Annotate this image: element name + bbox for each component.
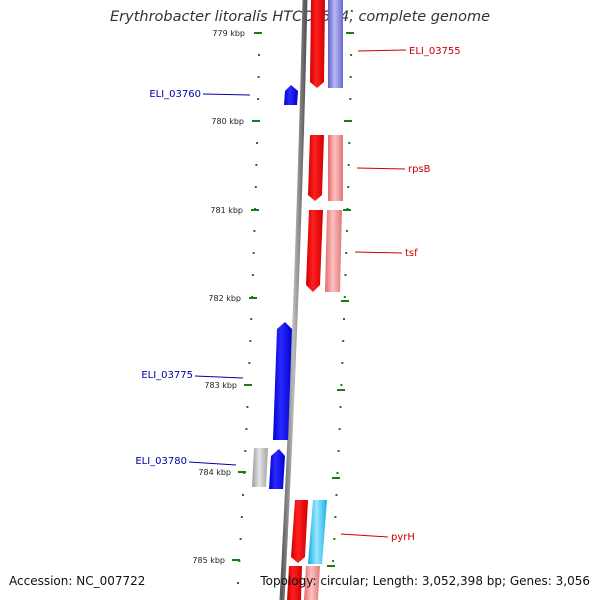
guide-dot bbox=[252, 252, 255, 254]
tick-marks bbox=[232, 32, 354, 567]
guide-dot bbox=[347, 186, 350, 188]
connector-eli-03760 bbox=[202, 93, 251, 96]
gene-rpsb[interactable] bbox=[308, 135, 324, 201]
guide-dot bbox=[237, 582, 239, 584]
gene-eli-03755[interactable] bbox=[310, 0, 325, 88]
guide-dot bbox=[336, 472, 339, 474]
label-connectors bbox=[188, 49, 407, 538]
guide-dot bbox=[350, 10, 353, 12]
tick-label: 780 kbp bbox=[211, 117, 244, 126]
guide-dot bbox=[240, 516, 243, 518]
outer-dotted-guide bbox=[330, 10, 353, 584]
guide-dot bbox=[339, 406, 342, 408]
guide-dot bbox=[349, 76, 352, 78]
guide-dot bbox=[258, 10, 261, 12]
tick-labels: 779 kbp 780 kbp 781 kbp 782 kbp 783 kbp … bbox=[192, 29, 245, 565]
gene-tsf[interactable] bbox=[306, 210, 323, 292]
gene-bottom-track[interactable] bbox=[304, 566, 320, 600]
guide-dot bbox=[253, 230, 256, 232]
guide-dot bbox=[332, 560, 335, 562]
gene-pyrh[interactable] bbox=[291, 500, 308, 563]
gene-eli-03775[interactable] bbox=[273, 322, 292, 440]
gene-pyrh-track[interactable] bbox=[308, 500, 327, 564]
guide-dot bbox=[255, 164, 258, 166]
gene-label-eli-03780[interactable]: ELI_03780 bbox=[135, 456, 187, 467]
map-title: Erythrobacter litoralis HTCC2594, comple… bbox=[109, 9, 491, 25]
guide-dot bbox=[335, 494, 338, 496]
connector-rpsb bbox=[356, 167, 406, 170]
tick-label: 782 kbp bbox=[208, 294, 241, 303]
guide-dot bbox=[343, 296, 346, 298]
guide-dot bbox=[333, 538, 336, 540]
tick-label: 784 kbp bbox=[198, 468, 231, 477]
gene-label-eli-03755[interactable]: ELI_03755 bbox=[409, 46, 461, 57]
guide-dot bbox=[249, 340, 252, 342]
gene-labels: ELI_03755 ELI_03760 rpsB tsf ELI_03775 E… bbox=[135, 46, 460, 543]
guide-dot bbox=[330, 582, 333, 584]
guide-dot bbox=[340, 384, 343, 386]
genome-backbone bbox=[279, 0, 308, 600]
guide-dot bbox=[342, 340, 345, 342]
gene-label-eli-03775[interactable]: ELI_03775 bbox=[141, 370, 193, 381]
gene-features bbox=[252, 0, 343, 600]
guide-dot bbox=[250, 318, 253, 320]
tick-label: 785 kbp bbox=[192, 556, 225, 565]
tick-label: 781 kbp bbox=[210, 206, 243, 215]
guide-dot bbox=[256, 142, 258, 144]
connector-pyrh bbox=[340, 533, 389, 538]
gene-eli-03780-pseudo[interactable] bbox=[252, 448, 268, 487]
guide-dot bbox=[345, 230, 348, 232]
guide-dot bbox=[244, 450, 247, 452]
gene-label-pyrh[interactable]: pyrH bbox=[391, 532, 415, 543]
guide-dot bbox=[254, 186, 257, 188]
connector-eli-03755 bbox=[357, 49, 407, 52]
gene-eli-03760[interactable] bbox=[284, 85, 298, 105]
guide-dot bbox=[239, 538, 242, 540]
guide-dot bbox=[334, 516, 337, 518]
guide-dot bbox=[349, 98, 352, 100]
gene-label-eli-03760[interactable]: ELI_03760 bbox=[149, 89, 201, 100]
guide-dot bbox=[347, 164, 350, 166]
gene-eli-03755-track[interactable] bbox=[328, 0, 343, 88]
topology-text: Topology: circular; Length: 3,052,398 bp… bbox=[260, 574, 590, 588]
guide-dot bbox=[344, 274, 347, 276]
guide-dot bbox=[348, 142, 351, 144]
guide-dot bbox=[341, 362, 344, 364]
guide-dot bbox=[338, 428, 341, 430]
guide-dot bbox=[350, 54, 353, 56]
connector-tsf bbox=[354, 251, 403, 254]
guide-dot bbox=[258, 54, 260, 56]
connector-eli-03780 bbox=[188, 461, 237, 466]
guide-dot bbox=[257, 98, 260, 100]
tick-label: 783 kbp bbox=[204, 381, 237, 390]
gene-eli-03780[interactable] bbox=[269, 449, 285, 489]
gene-label-tsf[interactable]: tsf bbox=[405, 248, 418, 259]
gene-label-rpsb[interactable]: rpsB bbox=[408, 164, 431, 175]
guide-dot bbox=[345, 252, 348, 254]
gene-rpsb-track[interactable] bbox=[328, 135, 343, 201]
accession-text: Accession: NC_007722 bbox=[9, 574, 146, 588]
connector-eli-03775 bbox=[194, 375, 244, 379]
guide-dot bbox=[251, 274, 254, 276]
guide-dot bbox=[337, 450, 340, 452]
guide-dot bbox=[245, 428, 248, 430]
guide-dot bbox=[246, 406, 249, 408]
guide-dot bbox=[242, 494, 244, 496]
guide-dot bbox=[343, 318, 345, 320]
guide-dot bbox=[257, 76, 260, 78]
gene-bottom-forward[interactable] bbox=[287, 566, 302, 600]
guide-dot bbox=[248, 362, 251, 364]
gene-tsf-track[interactable] bbox=[325, 210, 342, 292]
tick-label: 779 kbp bbox=[212, 29, 245, 38]
